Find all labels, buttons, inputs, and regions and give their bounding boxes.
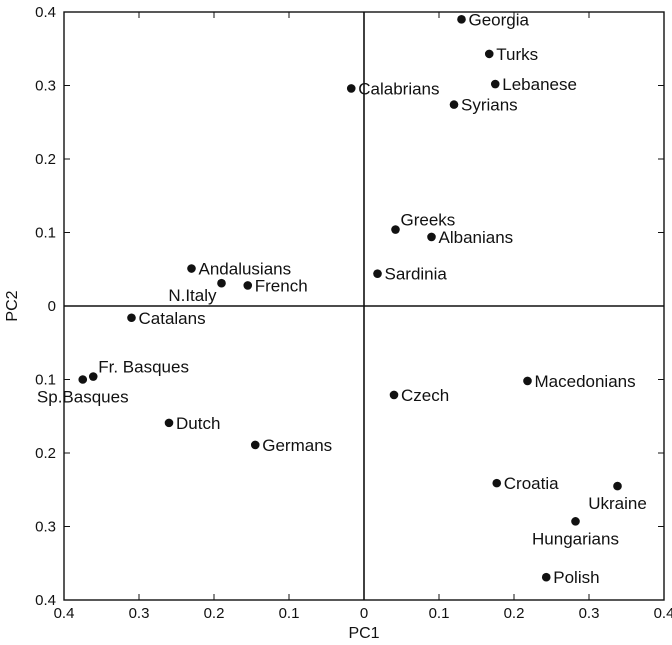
point-syrians (449, 100, 459, 109)
x-tick-label: 0.2 (504, 605, 525, 622)
axis-ticks: 0.4 0.3 0.2 0.1 0 0.1 0.2 0.3 0.40.40.30.20.100.… (35, 4, 672, 622)
point-georgia (457, 15, 466, 24)
point-label-germans: Germans (262, 436, 332, 455)
point-label-calabrians: Calabrians (358, 79, 439, 98)
point-andalusians (187, 264, 196, 273)
point-catalans (127, 313, 136, 323)
x-tick-label: 0.4 (654, 605, 672, 622)
point-n-italy (217, 278, 226, 288)
x-tick-label: 0 (360, 605, 368, 622)
point-label-sp-basques: Sp.Basques (37, 388, 129, 407)
x-axis-title: PC1 (348, 625, 379, 642)
point-label-dutch: Dutch (176, 414, 220, 433)
x-tick-label: 0.1 (279, 605, 300, 622)
x-tick-label: 0.2 (204, 605, 225, 622)
point-polish (541, 572, 551, 582)
point-lebanese (490, 79, 500, 89)
y-tick-label: 0.1 (35, 372, 56, 389)
point-french (243, 281, 253, 290)
y-tick-label: 0.2 (35, 151, 56, 168)
point-calabrians (346, 84, 356, 93)
point-label-lebanese: Lebanese (502, 75, 577, 94)
point-dutch (164, 418, 174, 428)
x-tick-label: 0.1 (429, 605, 450, 622)
point-ukraine (613, 481, 622, 491)
point-label-greeks: Greeks (401, 211, 456, 230)
point-label-andalusians: Andalusians (199, 260, 292, 279)
x-tick-label: 0.4 (54, 605, 75, 622)
point-label-sardinia: Sardinia (385, 265, 448, 284)
point-label-croatia: Croatia (504, 474, 559, 493)
point-label-turks: Turks (496, 45, 538, 64)
point-sp-basques (78, 375, 88, 384)
y-tick-label: 0.4 (35, 4, 56, 21)
point-label-czech: Czech (401, 386, 449, 405)
point-label-fr-basques: Fr. Basques (98, 358, 189, 377)
point-hungarians (571, 517, 580, 526)
point-label-macedonians: Macedonians (535, 372, 636, 391)
point-label-syrians: Syrians (461, 96, 518, 115)
point-label-n-italy: N.Italy (168, 286, 217, 305)
y-tick-label: 0.4 (35, 592, 56, 609)
x-tick-label: 0.3 (579, 605, 600, 622)
point-label-catalans: Catalans (139, 309, 206, 328)
point-sardinia (373, 269, 382, 278)
point-croatia (492, 478, 502, 488)
point-turks (484, 49, 494, 59)
point-label-french: French (255, 276, 308, 295)
point-label-ukraine: Ukraine (588, 494, 647, 513)
y-tick-label: 0.2 (35, 445, 56, 462)
y-tick-label: 0 (48, 298, 56, 315)
y-tick-label: 0.3 (35, 78, 56, 95)
point-greeks (391, 225, 400, 234)
point-label-polish: Polish (553, 568, 599, 587)
point-label-hungarians: Hungarians (532, 529, 619, 548)
point-macedonians (523, 376, 532, 386)
y-tick-label: 0.1 (35, 225, 56, 242)
point-label-georgia: Georgia (469, 10, 530, 29)
point-czech (389, 390, 399, 400)
point-label-albanians: Albanians (439, 228, 514, 247)
y-tick-label: 0.3 (35, 519, 56, 536)
point-germans (250, 440, 260, 450)
x-tick-label: 0.3 (129, 605, 150, 622)
point-albanians (427, 232, 436, 242)
y-axis-title: PC2 (4, 290, 21, 321)
data-points: Georgia Turks Lebanese Calabrians Syrians Gre… (37, 10, 647, 587)
point-fr-basques (88, 372, 98, 381)
